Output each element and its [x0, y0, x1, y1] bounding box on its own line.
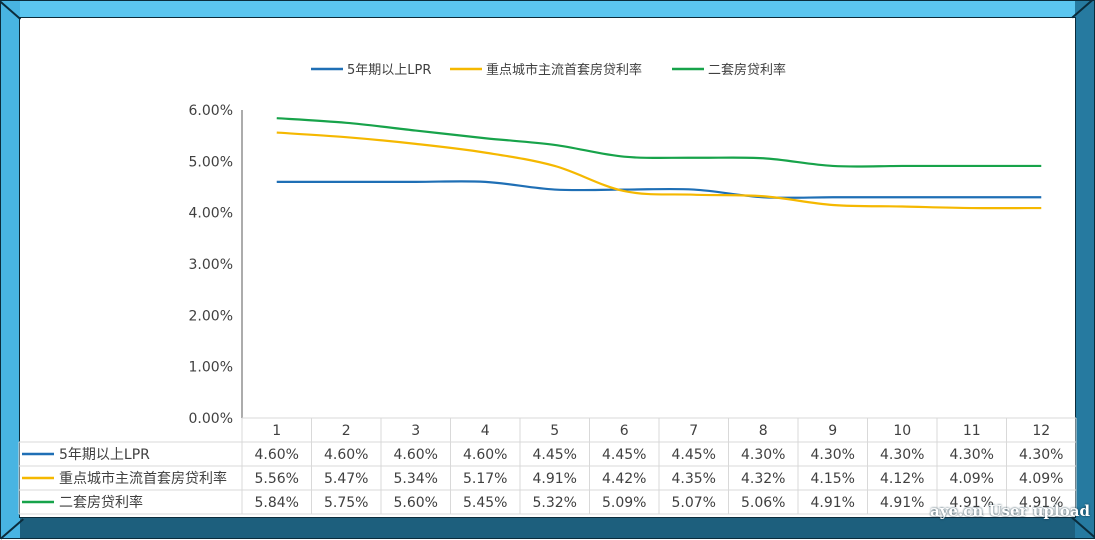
table-value-cell: 5.17%	[463, 471, 507, 487]
x-tick-label: 5	[550, 423, 559, 439]
table-value-cell: 4.45%	[533, 447, 577, 463]
x-tick-label: 9	[828, 423, 837, 439]
table-value-cell: 4.60%	[324, 447, 368, 463]
table-value-cell: 5.75%	[324, 495, 368, 511]
x-tick-label: 4	[481, 423, 490, 439]
table-value-cell: 4.60%	[463, 447, 507, 463]
x-tick-label: 11	[963, 423, 981, 439]
table-value-cell: 4.15%	[811, 471, 855, 487]
x-tick-label: 10	[893, 423, 911, 439]
table-value-cell: 4.60%	[394, 447, 438, 463]
y-tick-label: 1.00%	[189, 360, 233, 376]
table-value-cell: 5.34%	[394, 471, 438, 487]
table-value-cell: 4.30%	[880, 447, 924, 463]
table-value-cell: 4.32%	[741, 471, 785, 487]
y-tick-label: 4.00%	[189, 206, 233, 222]
table-value-cell: 4.45%	[672, 447, 716, 463]
table-value-cell: 5.45%	[463, 495, 507, 511]
legend-label: 重点城市主流首套房贷利率	[486, 62, 642, 78]
table-value-cell: 4.91%	[533, 471, 577, 487]
table-value-cell: 5.47%	[324, 471, 368, 487]
y-tick-label: 6.00%	[189, 103, 233, 119]
table-value-cell: 4.30%	[741, 447, 785, 463]
table-value-cell: 4.91%	[880, 495, 924, 511]
x-tick-label: 2	[342, 423, 351, 439]
x-tick-label: 7	[689, 423, 698, 439]
y-tick-label: 0.00%	[189, 411, 233, 427]
table-row-label: 5年期以上LPR	[59, 447, 150, 463]
table-value-cell: 5.06%	[741, 495, 785, 511]
table-row-label: 二套房贷利率	[59, 494, 143, 511]
legend-label: 二套房贷利率	[708, 62, 786, 78]
x-tick-label: 6	[620, 423, 629, 439]
table-value-cell: 4.35%	[672, 471, 716, 487]
table-value-cell: 4.91%	[811, 495, 855, 511]
x-tick-label: 3	[411, 423, 420, 439]
x-tick-label: 1	[272, 423, 281, 439]
table-value-cell: 4.12%	[880, 471, 924, 487]
table-value-cell: 4.09%	[950, 471, 994, 487]
x-tick-label: 12	[1032, 423, 1050, 439]
table-value-cell: 4.60%	[255, 447, 299, 463]
table-value-cell: 4.30%	[811, 447, 855, 463]
y-tick-label: 2.00%	[189, 308, 233, 324]
y-tick-label: 5.00%	[189, 154, 233, 170]
table-value-cell: 4.42%	[602, 471, 646, 487]
table-value-cell: 4.30%	[950, 447, 994, 463]
table-value-cell: 5.09%	[602, 495, 646, 511]
table-value-cell: 4.30%	[1019, 447, 1063, 463]
watermark-text: aye.cn User upload	[930, 502, 1090, 522]
table-value-cell: 5.56%	[255, 471, 299, 487]
table-value-cell: 5.84%	[255, 495, 299, 511]
table-value-cell: 4.09%	[1019, 471, 1063, 487]
y-tick-label: 3.00%	[189, 257, 233, 273]
x-tick-label: 8	[759, 423, 768, 439]
table-row-label: 重点城市主流首套房贷利率	[59, 470, 227, 487]
table-value-cell: 5.32%	[533, 495, 577, 511]
table-value-cell: 5.60%	[394, 495, 438, 511]
table-value-cell: 5.07%	[672, 495, 716, 511]
legend-label: 5年期以上LPR	[347, 63, 431, 78]
table-value-cell: 4.45%	[602, 447, 646, 463]
